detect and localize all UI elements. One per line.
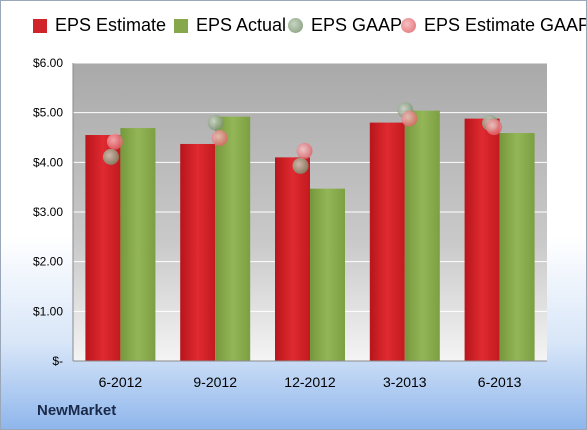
y-axis: $- $1.00 $2.00 $3.00 $4.00 $5.00 $6.00 (33, 56, 74, 368)
legend-marker-eps-gaap (288, 18, 303, 33)
legend-item-eps-estimate: EPS Estimate (33, 15, 166, 36)
marker-eps-estimate-gaap (211, 129, 228, 146)
y-tick-label: $5.00 (33, 106, 63, 120)
marker-eps-estimate-gaap (486, 119, 503, 136)
y-tick-label: $6.00 (33, 56, 63, 70)
y-tick-label: $3.00 (33, 205, 63, 219)
legend-label-eps-gaap: EPS GAAP (311, 15, 403, 35)
marker-eps-gaap (292, 157, 309, 174)
x-tick-label: 3-2013 (383, 374, 427, 390)
bar-eps-estimate (464, 118, 500, 361)
markers (102, 102, 503, 174)
bar-eps-actual (404, 110, 440, 362)
legend: EPS Estimate EPS Actual EPS GAAP EPS Est… (1, 15, 587, 45)
bar-eps-actual (310, 188, 345, 361)
bar-eps-actual (120, 128, 156, 361)
legend-marker-eps-estimate-gaap (401, 18, 416, 33)
bar-eps-actual (215, 116, 251, 361)
y-tick-label: $- (52, 354, 63, 368)
y-tick-label: $1.00 (33, 304, 63, 318)
bar-eps-estimate (275, 157, 310, 361)
legend-swatch-eps-actual (174, 18, 188, 33)
x-tick-label: 6-2013 (478, 374, 522, 390)
marker-eps-estimate-gaap (401, 110, 418, 127)
legend-item-eps-actual: EPS Actual (174, 15, 286, 36)
legend-item-eps-estimate-gaap: EPS Estimate GAAP (401, 15, 587, 36)
marker-eps-estimate-gaap (106, 133, 123, 150)
bars (85, 110, 535, 362)
x-tick-label: 12-2012 (284, 374, 336, 390)
bar-eps-estimate (369, 122, 405, 361)
legend-label-eps-estimate: EPS Estimate (55, 15, 167, 35)
bar-eps-actual (499, 133, 535, 361)
marker-eps-gaap (207, 114, 224, 131)
y-tick-label: $4.00 (33, 155, 63, 169)
bar-eps-estimate (85, 135, 121, 361)
marker-eps-estimate-gaap (296, 142, 313, 159)
company-name: NewMarket (37, 402, 117, 419)
x-axis: 6-2012 9-2012 12-2012 3-2013 6-2013 (73, 360, 547, 390)
legend-label-eps-actual: EPS Actual (196, 15, 287, 35)
x-tick-label: 9-2012 (193, 374, 237, 390)
x-tick-label: 6-2012 (99, 374, 143, 390)
legend-label-eps-estimate-gaap: EPS Estimate GAAP (424, 15, 587, 35)
y-tick-label: $2.00 (33, 255, 63, 269)
legend-swatch-eps-estimate (33, 18, 47, 33)
legend-item-eps-gaap: EPS GAAP (288, 15, 402, 36)
marker-eps-gaap (102, 148, 119, 165)
bar-eps-estimate (180, 143, 216, 361)
